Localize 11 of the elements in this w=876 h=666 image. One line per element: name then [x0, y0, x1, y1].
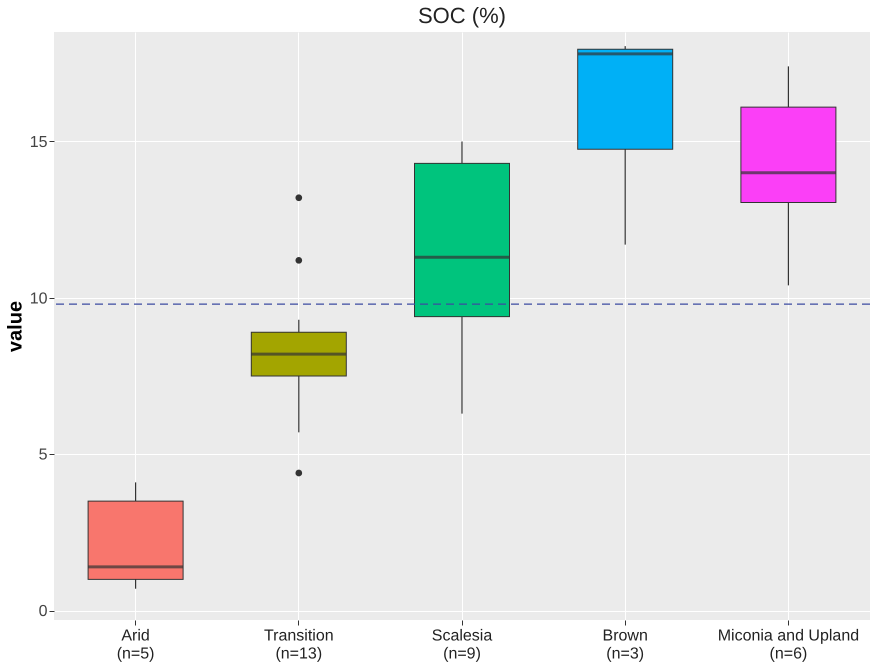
x-tick-label: Miconia and Upland (n=6)	[718, 628, 860, 662]
y-tick-label: 10	[30, 290, 48, 308]
y-tick-label: 5	[38, 446, 48, 464]
x-tick-label: Transition (n=13)	[264, 628, 334, 662]
x-tick-label: Scalesia (n=9)	[432, 628, 492, 662]
y-axis-title: value	[4, 300, 27, 352]
x-tick-label: Arid (n=5)	[116, 628, 154, 662]
y-tick-label: 0	[38, 603, 48, 620]
chart-title: SOC (%)	[418, 3, 506, 28]
x-tick-label: Brown (n=3)	[602, 628, 648, 662]
y-tick-label: 15	[30, 134, 48, 151]
